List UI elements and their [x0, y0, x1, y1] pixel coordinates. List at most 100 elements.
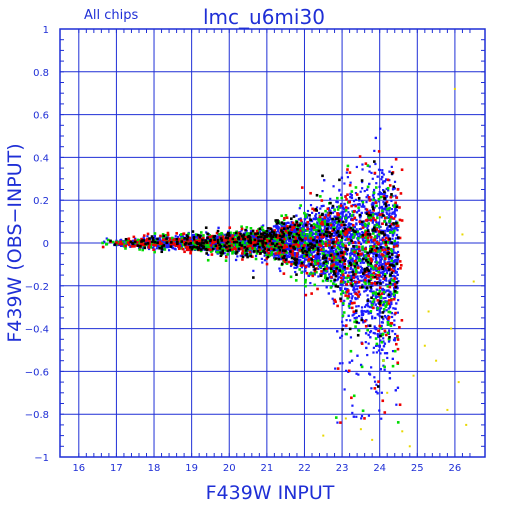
blue_series-point — [334, 260, 337, 263]
blue_series-point — [295, 230, 298, 233]
blue_series-point — [360, 417, 363, 420]
blue_series-point — [391, 262, 394, 265]
blue_series-point — [379, 192, 382, 196]
blue_series-point — [372, 212, 375, 215]
blue_series-point — [365, 346, 368, 350]
blue_series-point — [344, 220, 347, 223]
blue_series-point — [396, 287, 399, 290]
blue_series-point — [331, 222, 334, 225]
blue_series-point — [354, 284, 357, 287]
blue_series-point — [347, 243, 351, 246]
blue_series-point — [337, 227, 340, 230]
blue_series-point — [269, 230, 273, 233]
blue_series-point — [377, 295, 380, 298]
blue_series-point — [384, 234, 387, 237]
blue_series-point — [357, 264, 360, 267]
blue_series-point — [332, 238, 335, 241]
blue_series-point — [379, 225, 382, 228]
blue_series-point — [314, 240, 317, 243]
blue_series-point — [270, 249, 274, 252]
blue_series-point — [372, 188, 376, 192]
blue_series-point — [367, 305, 370, 308]
blue_series-point — [348, 252, 351, 255]
blue_series-point — [369, 267, 373, 270]
blue_series-point — [297, 256, 300, 259]
blue_series-point — [370, 287, 373, 290]
blue_series-point — [205, 231, 208, 234]
blue_series-point — [340, 176, 344, 179]
blue_series-point — [381, 169, 384, 172]
blue_series-point — [382, 337, 385, 340]
blue_series-point — [309, 281, 312, 285]
blue_series-point — [357, 235, 360, 238]
blue_series-point — [382, 180, 385, 183]
blue_series-point — [316, 223, 319, 226]
blue_series-point — [366, 303, 369, 307]
blue_series-point — [237, 249, 240, 252]
blue_series-point — [387, 289, 390, 292]
blue_series-point — [393, 180, 397, 183]
blue_series-point — [358, 271, 361, 274]
blue_series-point — [353, 286, 356, 289]
blue_series-point — [165, 245, 169, 249]
blue_series-point — [129, 245, 132, 248]
blue_series-point — [176, 235, 180, 239]
blue_series-point — [298, 239, 301, 242]
blue_series-point — [381, 182, 384, 185]
blue_series-point — [369, 271, 372, 274]
blue_series-point — [378, 344, 381, 347]
blue_series-point — [355, 316, 358, 319]
blue_series-point — [341, 264, 344, 267]
blue_series-point — [380, 263, 383, 266]
blue_series-point — [336, 228, 339, 232]
blue_series-point — [301, 224, 304, 227]
blue_series-point — [360, 211, 363, 215]
blue_series-point — [382, 235, 386, 238]
blue_series-point — [361, 268, 365, 271]
blue_series-point — [323, 227, 326, 230]
blue_series-point — [370, 366, 373, 369]
blue_series-point — [332, 234, 335, 237]
blue_series-point — [322, 264, 325, 267]
blue_series-point — [367, 271, 370, 274]
blue_series-point — [332, 290, 335, 293]
blue_series-point — [194, 236, 197, 239]
blue_series-point — [393, 210, 396, 214]
blue_series-point — [290, 220, 293, 224]
blue_series-point — [387, 340, 391, 343]
blue_series-point — [349, 271, 352, 274]
blue_series-point — [223, 237, 226, 240]
blue_series-point — [380, 271, 383, 274]
blue_series-point — [303, 222, 306, 225]
blue_series-point — [381, 192, 384, 196]
blue_series-point — [317, 275, 320, 278]
blue_series-point — [191, 239, 194, 243]
blue_series-point — [381, 236, 384, 240]
blue_series-point — [394, 237, 398, 240]
blue_series-point — [239, 254, 242, 257]
blue_series-point — [304, 233, 308, 236]
blue_series-point — [377, 221, 381, 224]
blue_series-point — [386, 226, 389, 229]
blue_series-point — [359, 242, 363, 246]
blue_series-point — [305, 225, 309, 229]
blue_series-point — [372, 255, 375, 258]
blue_series-point — [345, 214, 348, 217]
blue_series-point — [358, 293, 362, 296]
blue_series-point — [374, 199, 377, 202]
blue_series-point — [338, 241, 342, 244]
blue_series-point — [322, 204, 325, 208]
blue_series-point — [361, 237, 364, 240]
blue_series-point — [278, 227, 281, 230]
blue_series-point — [297, 218, 301, 221]
blue_series-point — [299, 255, 302, 259]
blue_series-point — [236, 255, 239, 258]
blue_series-point — [346, 234, 349, 237]
blue_series-point — [328, 224, 331, 228]
blue_series-point — [386, 212, 389, 215]
blue_series-point — [338, 253, 341, 257]
blue_series-point — [387, 204, 390, 207]
blue_series-point — [369, 270, 372, 273]
blue_series-point — [345, 369, 348, 372]
blue_series-point — [323, 179, 326, 182]
